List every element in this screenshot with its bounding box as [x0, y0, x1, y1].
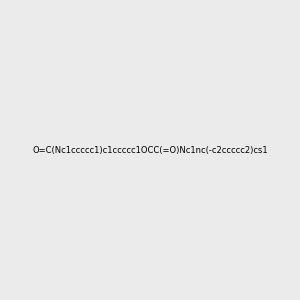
Text: O=C(Nc1ccccc1)c1ccccc1OCC(=O)Nc1nc(-c2ccccc2)cs1: O=C(Nc1ccccc1)c1ccccc1OCC(=O)Nc1nc(-c2cc…	[32, 146, 268, 154]
